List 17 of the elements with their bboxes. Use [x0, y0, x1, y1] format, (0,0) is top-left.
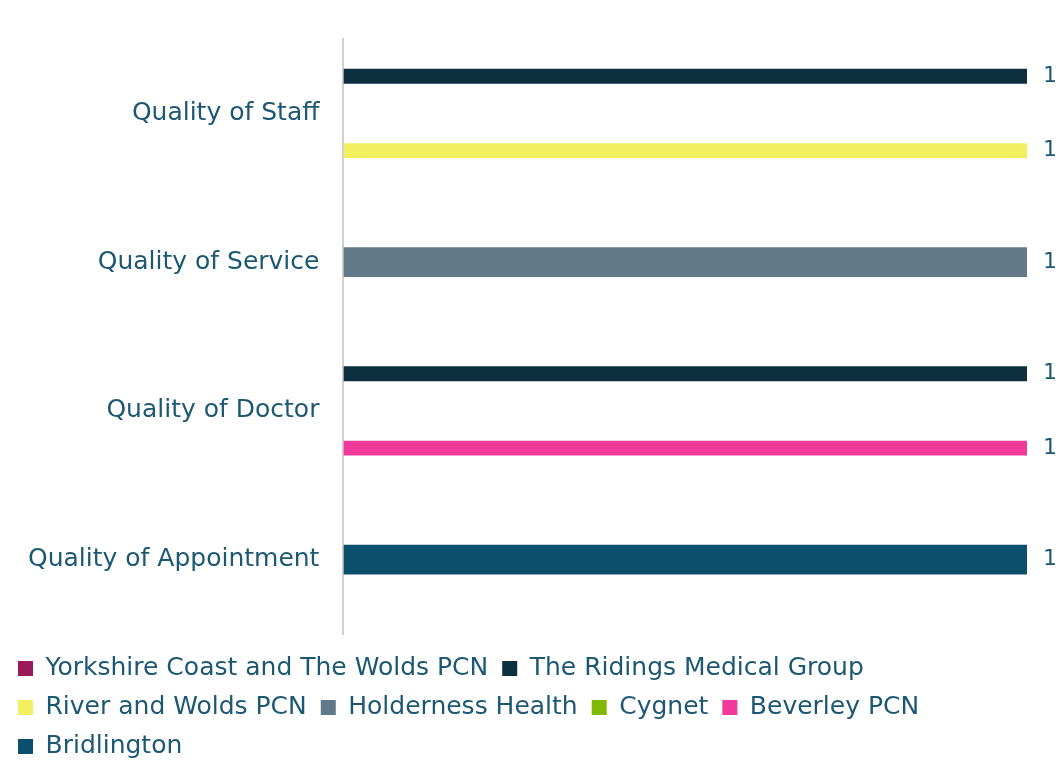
- data-label: 1: [1043, 247, 1057, 273]
- legend-label: Holderness Health: [348, 691, 578, 720]
- y-tick-label: Quality of Service: [97, 245, 320, 275]
- legend-label: Beverley PCN: [749, 691, 920, 720]
- data-label: 1: [1043, 359, 1057, 385]
- data-label: 1: [1043, 433, 1057, 459]
- data-label: 1: [1043, 61, 1057, 87]
- y-tick-label: Quality of Doctor: [106, 394, 321, 424]
- legend-label: Yorkshire Coast and The Wolds PCN: [44, 652, 489, 681]
- legend-label: Cygnet: [619, 691, 709, 720]
- legend-label: River and Wolds PCN: [45, 691, 307, 720]
- y-tick-label: Quality of Staff: [131, 96, 321, 126]
- legend-label: Bridlington: [45, 730, 183, 759]
- legend-label: The Ridings Medical Group: [528, 652, 864, 681]
- y-tick-label: Quality of Appointment: [27, 543, 320, 573]
- data-label: 1: [1043, 545, 1057, 571]
- data-label: 1: [1043, 136, 1057, 162]
